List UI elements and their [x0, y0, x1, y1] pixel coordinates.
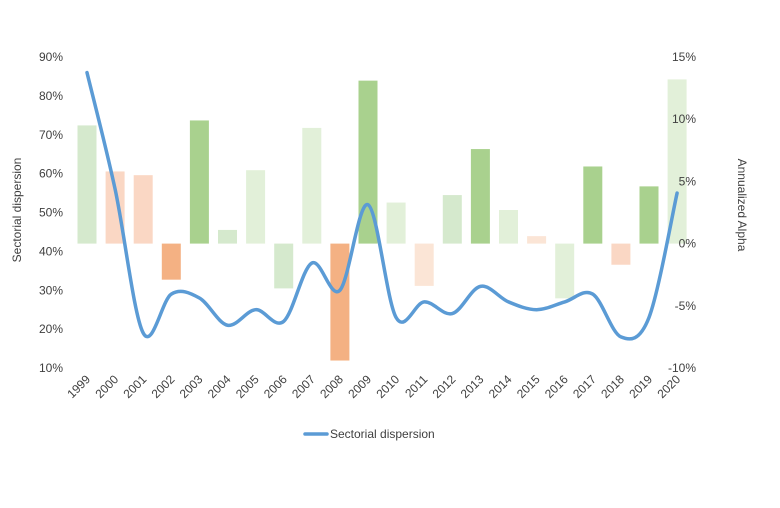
x-tick-label: 2008 — [317, 372, 346, 401]
x-tick-label: 1999 — [64, 372, 93, 401]
x-tick-label: 2006 — [261, 372, 290, 401]
alpha-bar-2020 — [667, 79, 687, 244]
alpha-bar-2012 — [442, 195, 462, 244]
right-tick-label: 10% — [672, 112, 696, 126]
alpha-bar-2019 — [639, 186, 659, 244]
left-tick-label: 90% — [39, 50, 63, 64]
alpha-bar-2007 — [302, 127, 322, 244]
right-tick-label: 5% — [679, 174, 697, 188]
left-tick-label: 40% — [39, 244, 63, 258]
right-tick-label: 0% — [679, 237, 697, 251]
x-tick-label: 2011 — [402, 372, 430, 400]
x-axis-ticks: 1999 2000 2001 2002 2003 2004 2005 2006 2007 2008… — [64, 372, 683, 401]
right-tick-label: -10% — [668, 361, 696, 375]
x-tick-label: 2001 — [121, 372, 150, 401]
alpha-bar-2017 — [583, 166, 603, 244]
alpha-bar-2004 — [218, 229, 237, 244]
alpha-bar-2001 — [133, 175, 153, 244]
right-axis-ticks: -10% -5% 0% 5% 10% 15% — [668, 50, 696, 375]
right-axis-title: Annualized Alpha — [735, 159, 749, 252]
x-tick-label: 2007 — [289, 372, 318, 401]
alpha-bar-2009 — [358, 80, 378, 244]
left-tick-label: 20% — [39, 322, 63, 336]
legend: Sectorial dispersion — [303, 427, 435, 441]
alpha-bar-2005 — [246, 170, 266, 244]
alpha-bar-2000 — [105, 171, 125, 244]
x-tick-label: 2002 — [149, 372, 178, 401]
right-tick-label: 15% — [672, 50, 696, 64]
left-tick-label: 50% — [39, 206, 63, 220]
x-tick-label: 2019 — [626, 372, 655, 401]
x-tick-label: 2010 — [373, 372, 402, 401]
line-layer — [85, 70, 679, 341]
left-tick-label: 70% — [39, 128, 63, 142]
x-tick-label: 2015 — [514, 372, 543, 401]
x-tick-label: 2000 — [92, 372, 121, 401]
left-tick-label: 60% — [39, 167, 63, 181]
left-axis-ticks: 10% 20% 30% 40% 50% 60% 70% 80% 90% — [39, 50, 63, 375]
sectorial-dispersion-line — [85, 70, 679, 341]
alpha-bar-2003 — [189, 120, 209, 244]
left-tick-label: 10% — [39, 361, 63, 375]
alpha-bar-2006 — [274, 243, 294, 289]
x-tick-label: 2005 — [233, 372, 262, 401]
alpha-bar-2013 — [470, 149, 490, 244]
x-tick-label: 2003 — [177, 372, 206, 401]
bars-layer — [77, 79, 687, 361]
right-tick-label: -5% — [675, 299, 697, 313]
legend-label: Sectorial dispersion — [330, 427, 435, 441]
alpha-bar-2015 — [527, 236, 547, 244]
x-tick-label: 2004 — [205, 372, 234, 401]
left-tick-label: 30% — [39, 283, 63, 297]
x-tick-label: 2014 — [486, 372, 515, 401]
x-tick-label: 2009 — [345, 372, 374, 401]
x-tick-label: 2017 — [570, 372, 599, 401]
alpha-bar-1999 — [77, 125, 97, 244]
alpha-bar-2018 — [611, 243, 631, 265]
alpha-bar-2008 — [330, 243, 350, 361]
x-tick-label: 2016 — [542, 372, 571, 401]
x-tick-label: 2013 — [458, 372, 487, 401]
x-tick-label: 2020 — [654, 372, 683, 401]
left-tick-label: 80% — [39, 89, 63, 103]
alpha-bar-2011 — [414, 243, 434, 286]
alpha-bar-2010 — [386, 202, 406, 244]
x-tick-label: 2012 — [430, 372, 459, 401]
left-axis-title: Sectorial dispersion — [10, 158, 24, 263]
alpha-bar-2016 — [555, 243, 575, 299]
alpha-bar-2014 — [499, 210, 518, 244]
alpha-bar-2002 — [161, 243, 181, 280]
x-tick-label: 2018 — [598, 372, 627, 401]
